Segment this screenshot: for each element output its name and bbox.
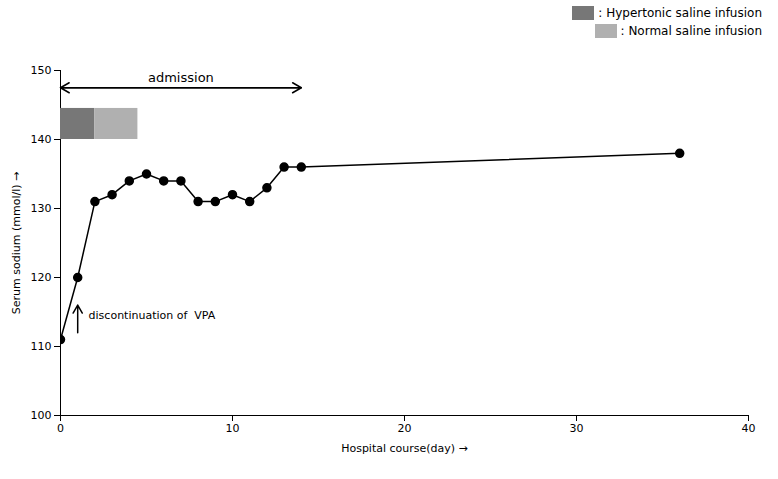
svg-text:130: 130	[31, 202, 52, 215]
svg-text:150: 150	[31, 64, 52, 77]
svg-text:Serum sodium (mmol/l) →: Serum sodium (mmol/l) →	[10, 172, 23, 314]
svg-text:discontinuation of VPA: discontinuation of VPA	[89, 309, 216, 322]
svg-text:Hospital course(day) →: Hospital course(day) →	[341, 442, 468, 455]
html-text:: Hypertonic saline infusion: : Hypertonic saline infusion	[598, 6, 762, 20]
svg-text:140: 140	[31, 133, 52, 146]
svg-text:admission: admission	[148, 70, 214, 85]
html-text:: Normal saline infusion: : Normal saline infusion	[620, 24, 762, 38]
svg-text:120: 120	[31, 271, 52, 284]
svg-text:0: 0	[57, 422, 64, 435]
svg-text:100: 100	[31, 409, 52, 422]
svg-text:20: 20	[398, 422, 412, 435]
svg-text:30: 30	[570, 422, 584, 435]
svg-text:110: 110	[31, 340, 52, 353]
svg-text:40: 40	[742, 422, 756, 435]
svg-text:10: 10	[226, 422, 240, 435]
